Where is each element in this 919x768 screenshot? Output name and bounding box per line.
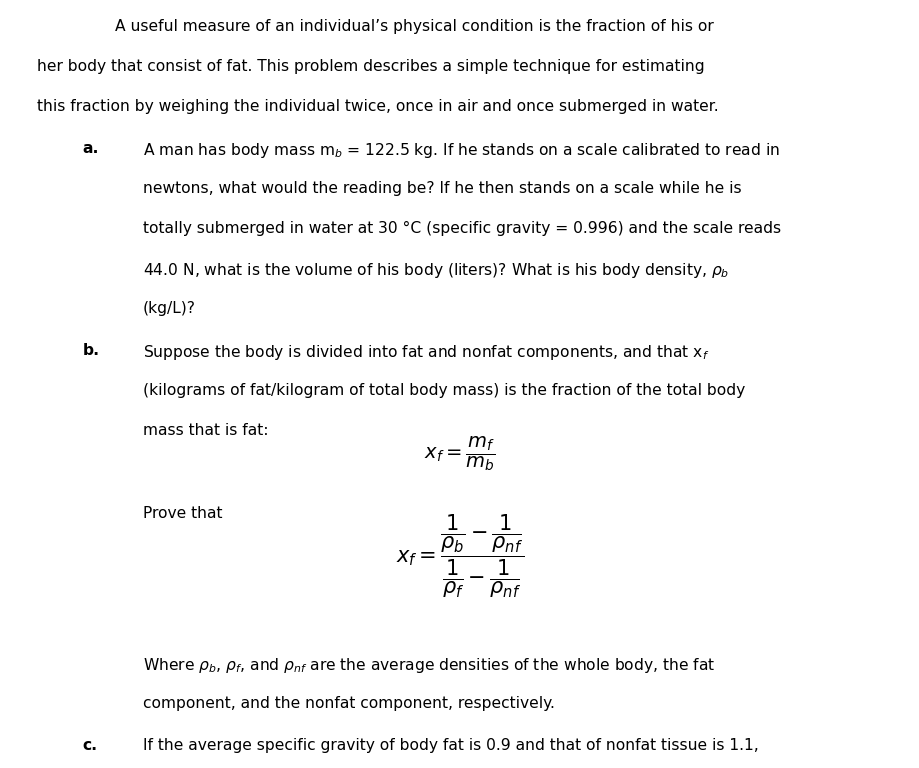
Text: Suppose the body is divided into fat and nonfat components, and that x$_f$: Suppose the body is divided into fat and…	[142, 343, 709, 362]
Text: c.: c.	[83, 738, 97, 753]
Text: 44.0 N, what is the volume of his body (liters)? What is his body density, $\rho: 44.0 N, what is the volume of his body (…	[142, 261, 728, 280]
Text: $x_f = \dfrac{\dfrac{1}{\rho_b} - \dfrac{1}{\rho_{nf}}}{\dfrac{1}{\rho_f} - \dfr: $x_f = \dfrac{\dfrac{1}{\rho_b} - \dfrac…	[395, 512, 524, 600]
Text: totally submerged in water at 30 °C (specific gravity = 0.996) and the scale rea: totally submerged in water at 30 °C (spe…	[142, 221, 780, 236]
Text: Where $\rho_b$, $\rho_f$, and $\rho_{nf}$ are the average densities of the whole: Where $\rho_b$, $\rho_f$, and $\rho_{nf}…	[142, 656, 714, 675]
Text: this fraction by weighing the individual twice, once in air and once submerged i: this fraction by weighing the individual…	[37, 99, 718, 114]
Text: (kilograms of fat/kilogram of total body mass) is the fraction of the total body: (kilograms of fat/kilogram of total body…	[142, 382, 744, 398]
Text: a.: a.	[83, 141, 99, 156]
Text: If the average specific gravity of body fat is 0.9 and that of nonfat tissue is : If the average specific gravity of body …	[142, 738, 757, 753]
Text: Prove that: Prove that	[142, 506, 221, 521]
Text: newtons, what would the reading be? If he then stands on a scale while he is: newtons, what would the reading be? If h…	[142, 181, 741, 196]
Text: (kg/L)?: (kg/L)?	[142, 301, 196, 316]
Text: component, and the nonfat component, respectively.: component, and the nonfat component, res…	[142, 696, 554, 711]
Text: mass that is fat:: mass that is fat:	[142, 422, 267, 438]
Text: A man has body mass m$_b$ = 122.5 kg. If he stands on a scale calibrated to read: A man has body mass m$_b$ = 122.5 kg. If…	[142, 141, 778, 160]
Text: b.: b.	[83, 343, 100, 358]
Text: her body that consist of fat. This problem describes a simple technique for esti: her body that consist of fat. This probl…	[37, 59, 704, 74]
Text: A useful measure of an individual’s physical condition is the fraction of his or: A useful measure of an individual’s phys…	[115, 19, 713, 35]
Text: $x_f = \dfrac{m_f}{m_b}$: $x_f = \dfrac{m_f}{m_b}$	[424, 435, 495, 473]
